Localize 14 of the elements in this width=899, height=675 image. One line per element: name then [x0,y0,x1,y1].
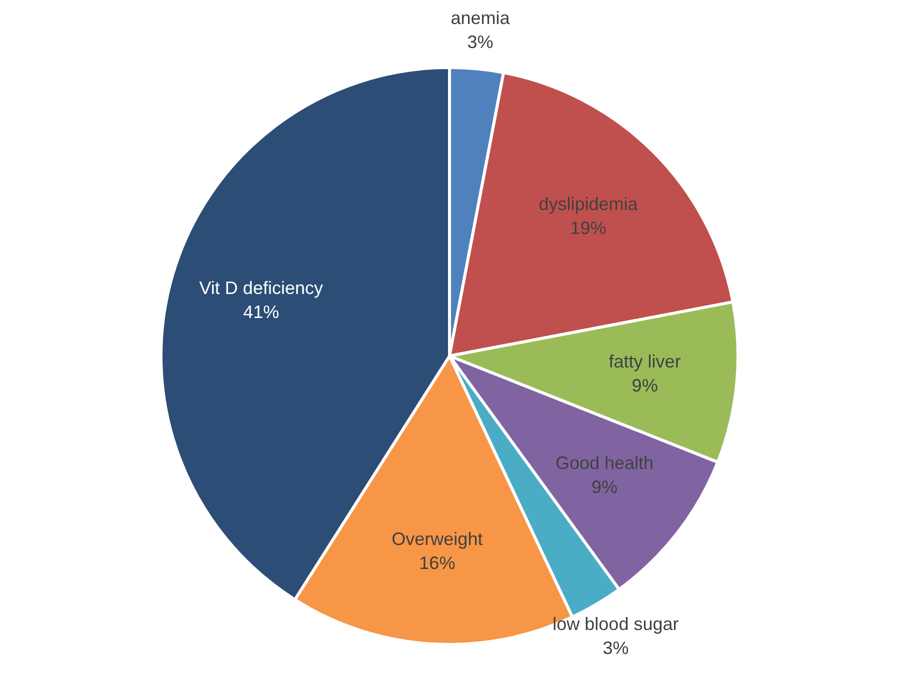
slice-label: Good health [555,453,654,474]
data-label: 3% [602,638,629,658]
data-label: 9% [592,477,618,498]
slice-label: low blood sugar [552,614,679,634]
slice-label: dyslipidemia [538,194,639,214]
slice-label: Overweight [392,528,483,549]
data-label: 41% [243,302,280,322]
data-label: 16% [419,552,456,573]
data-label: 9% [632,375,658,396]
data-label: 3% [467,32,494,52]
slice-label: fatty liver [608,351,681,372]
slice-label: anemia [450,8,511,28]
slice-label: Vit D deficiency [199,278,323,298]
data-label: 19% [570,218,606,238]
